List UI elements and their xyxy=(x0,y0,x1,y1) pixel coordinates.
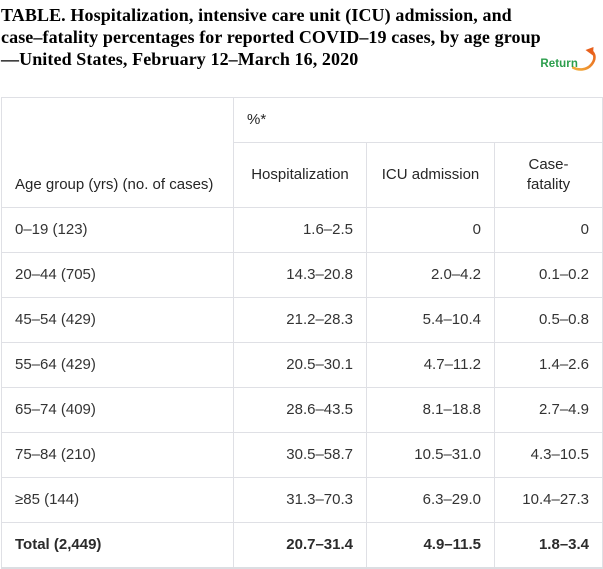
table-row: 75–84 (210) 30.5–58.7 10.5–31.0 4.3–10.5 xyxy=(1,432,603,478)
table-row: 20–44 (705) 14.3–20.8 2.0–4.2 0.1–0.2 xyxy=(1,252,603,298)
case-fatality-cell: 1.8–3.4 xyxy=(493,522,603,569)
column-header-row: Hospitalization ICU admission Case-fatal… xyxy=(2,142,603,208)
icu-admission-column-header: ICU admission xyxy=(366,142,495,208)
table-row: 65–74 (409) 28.6–43.5 8.1–18.8 2.7–4.9 xyxy=(1,387,603,433)
age-group-cell: 65–74 (409) xyxy=(1,387,234,433)
age-group-cell: 0–19 (123) xyxy=(1,207,234,253)
icu-admission-cell: 0 xyxy=(366,207,495,253)
hospitalization-cell: 30.5–58.7 xyxy=(233,432,367,478)
return-arrow-icon xyxy=(572,47,596,71)
icu-admission-cell: 4.9–11.5 xyxy=(366,522,495,569)
hospitalization-cell: 21.2–28.3 xyxy=(233,297,367,343)
icu-admission-cell: 5.4–10.4 xyxy=(366,297,495,343)
table-header-block: TABLE. Hospitalization, intensive care u… xyxy=(1,4,602,71)
title-line-1: TABLE. Hospitalization, intensive care u… xyxy=(1,5,512,25)
age-group-cell: ≥85 (144) xyxy=(1,477,234,523)
table-row: ≥85 (144) 31.3–70.3 6.3–29.0 10.4–27.3 xyxy=(1,477,603,523)
percent-group-header: %* xyxy=(232,97,603,143)
age-group-cell: 55–64 (429) xyxy=(1,342,234,388)
age-group-cell: 45–54 (429) xyxy=(1,297,234,343)
age-group-cell: 20–44 (705) xyxy=(1,252,234,298)
age-group-cell: 75–84 (210) xyxy=(1,432,234,478)
case-fatality-cell: 0.1–0.2 xyxy=(493,252,603,298)
title-line-3: —United States, February 12–March 16, 20… xyxy=(1,49,359,69)
icu-admission-cell: 2.0–4.2 xyxy=(366,252,495,298)
return-link[interactable]: Return xyxy=(540,47,598,74)
title-line-2: case–fatality percentages for reported C… xyxy=(1,27,541,47)
hospitalization-cell: 28.6–43.5 xyxy=(233,387,367,433)
table-row: 55–64 (429) 20.5–30.1 4.7–11.2 1.4–2.6 xyxy=(1,342,603,388)
case-fatality-cell: 0.5–0.8 xyxy=(493,297,603,343)
return-link-label: Return xyxy=(540,58,578,70)
table-row: 45–54 (429) 21.2–28.3 5.4–10.4 0.5–0.8 xyxy=(1,297,603,343)
icu-admission-cell: 6.3–29.0 xyxy=(366,477,495,523)
case-fatality-cell: 4.3–10.5 xyxy=(493,432,603,478)
data-table: Age group (yrs) (no. of cases) %* Hospit… xyxy=(1,97,603,569)
hospitalization-cell: 1.6–2.5 xyxy=(233,207,367,253)
hospitalization-cell: 14.3–20.8 xyxy=(233,252,367,298)
hospitalization-cell: 20.7–31.4 xyxy=(233,522,367,569)
group-header-row: Age group (yrs) (no. of cases) %* xyxy=(1,97,603,208)
case-fatality-cell: 0 xyxy=(493,207,603,253)
case-fatality-cell: 10.4–27.3 xyxy=(493,477,603,523)
icu-admission-cell: 4.7–11.2 xyxy=(366,342,495,388)
age-group-column-header: Age group (yrs) (no. of cases) xyxy=(1,97,234,208)
table-row: Total (2,449) 20.7–31.4 4.9–11.5 1.8–3.4 xyxy=(1,522,603,569)
icu-admission-cell: 10.5–31.0 xyxy=(366,432,495,478)
icu-admission-cell: 8.1–18.8 xyxy=(366,387,495,433)
hospitalization-cell: 31.3–70.3 xyxy=(233,477,367,523)
age-group-cell: Total (2,449) xyxy=(1,522,234,569)
hospitalization-cell: 20.5–30.1 xyxy=(233,342,367,388)
hospitalization-column-header: Hospitalization xyxy=(233,142,367,208)
table-body: 0–19 (123) 1.6–2.5 0 0 20–44 (705) 14.3–… xyxy=(1,207,603,569)
case-fatality-cell: 1.4–2.6 xyxy=(493,342,603,388)
page-title: TABLE. Hospitalization, intensive care u… xyxy=(1,4,602,70)
case-fatality-column-header: Case-fatality xyxy=(493,142,603,208)
table-row: 0–19 (123) 1.6–2.5 0 0 xyxy=(1,207,603,253)
case-fatality-cell: 2.7–4.9 xyxy=(493,387,603,433)
